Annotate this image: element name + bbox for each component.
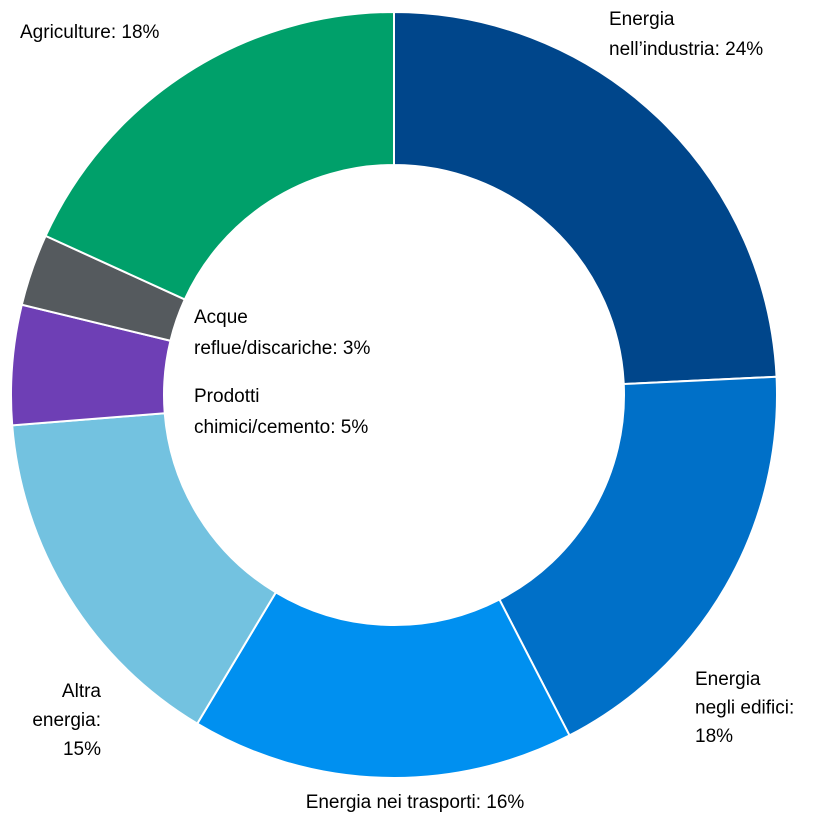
donut-slice [393,10,778,386]
slice-label: Altra [62,681,102,702]
slice-label: negli edifici: [695,698,794,719]
slice-label: energia: [32,710,101,731]
slice-label: Agriculture: 18% [20,22,160,43]
slice-label: Prodotti [194,386,259,407]
slice-label: reflue/discariche: 3% [194,338,370,359]
donut-slice [498,375,778,737]
donut-slice [195,590,571,779]
slice-label: Energia nei trasporti: 16% [306,792,525,813]
donut-slice [44,10,395,301]
slice-label: 15% [63,739,101,760]
donut-slice [11,412,278,725]
slice-label: Acque [194,307,248,328]
slice-label: nell’industria: 24% [609,39,763,60]
slice-label: Energia [695,669,761,690]
slice-label: Energia [609,9,675,30]
slice-label: 18% [695,726,733,747]
slice-label: chimici/cemento: 5% [194,417,368,438]
